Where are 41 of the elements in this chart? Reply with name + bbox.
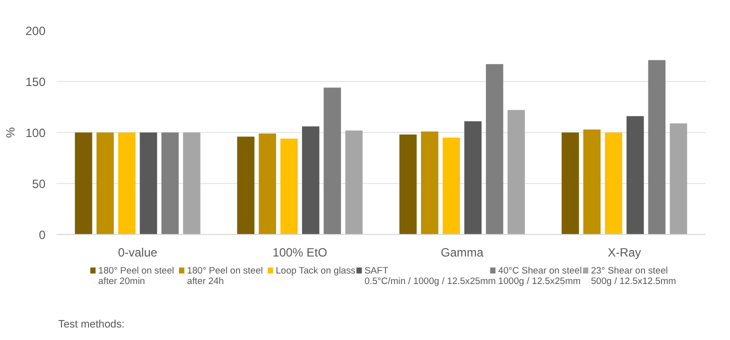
x-tick-label: 0-value — [118, 246, 158, 260]
legend-label: 180° Peel on steel after 24h — [187, 266, 263, 286]
y-tick-label: 100 — [25, 126, 46, 140]
bar — [670, 123, 688, 234]
y-axis-title: % — [3, 126, 18, 138]
bar — [140, 132, 158, 234]
y-tick-label: 200 — [25, 24, 46, 38]
x-tick-label: Gamma — [440, 246, 484, 260]
bar — [583, 129, 601, 234]
bar — [562, 132, 579, 234]
bar — [604, 132, 622, 234]
legend-label: 23° Shear on steel 500g / 12.5x12.5mm — [590, 266, 676, 286]
bar — [183, 132, 200, 234]
bar — [486, 64, 504, 234]
bar — [399, 134, 417, 234]
bar — [626, 116, 644, 234]
bar — [648, 60, 666, 234]
bar — [258, 134, 276, 234]
legend-label: Loop Tack on glass — [276, 266, 356, 276]
bar — [508, 110, 525, 234]
y-tick-label: 0 — [38, 228, 46, 242]
bar — [345, 130, 363, 234]
bar — [464, 121, 482, 234]
bar — [74, 132, 92, 234]
legend-label: 40°C Shear on steel 1000g / 12.5x25mm — [498, 266, 582, 286]
legend-label: 180° Peel on steel after 20min — [98, 266, 174, 286]
y-tick-label: 150 — [25, 75, 46, 89]
bar — [324, 88, 341, 234]
bar — [280, 138, 298, 234]
bar — [118, 132, 136, 234]
x-tick-label: X-Ray — [608, 246, 642, 260]
bar — [237, 136, 254, 234]
bar — [421, 131, 438, 234]
text: Test methods: — [58, 318, 125, 330]
bar — [161, 132, 179, 234]
bar — [96, 132, 114, 234]
y-tick-label: 50 — [32, 177, 46, 191]
bar — [302, 126, 320, 234]
bar — [442, 138, 460, 234]
legend-label: SAFT 0.5°C/min / 1000g / 12.5x25mm — [364, 266, 496, 286]
x-tick-label: 100% EtO — [272, 246, 328, 260]
